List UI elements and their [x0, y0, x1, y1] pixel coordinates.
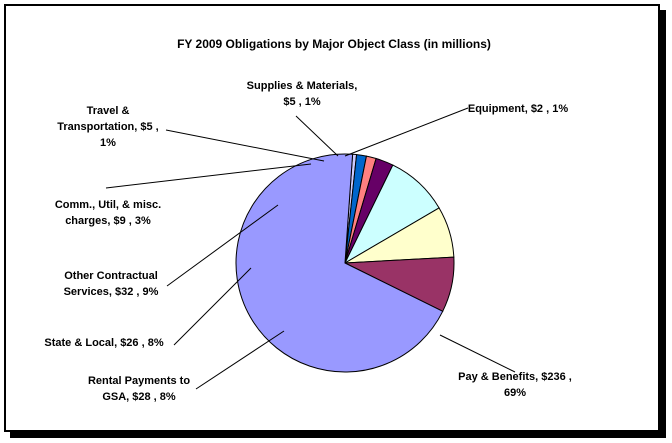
data-label-line: Equipment, $2 , 1% — [468, 103, 568, 115]
data-label-line: $5 , 1% — [283, 96, 321, 108]
leader-line-equipment — [344, 107, 469, 157]
chart-frame: FY 2009 Obligations by Major Object Clas… — [4, 4, 660, 432]
chart-title: FY 2009 Obligations by Major Object Clas… — [177, 37, 491, 51]
leader-line-other-contractual-services — [166, 204, 279, 287]
data-label-line: Services, $32 , 9% — [64, 286, 159, 298]
data-label-line: Pay & Benefits, $236 , — [458, 371, 572, 383]
data-label-comm-util-misc-charges: Comm., Util, & misc. charges, $9 , 3% — [55, 199, 161, 227]
data-label-rental-payments-to-gsa: Rental Payments to GSA, $28 , 8% — [88, 375, 190, 403]
pie-slice-pay-benefits — [235, 153, 444, 373]
data-label-line: GSA, $28 , 8% — [102, 391, 176, 403]
data-label-line: Comm., Util, & misc. — [55, 199, 161, 211]
leader-line-comm-util-misc-charges — [105, 163, 312, 189]
leader-line-rental-payments-to-gsa — [195, 330, 285, 390]
data-label-line: Transportation, $5 , — [57, 121, 158, 133]
data-label-line: Travel & — [87, 105, 130, 117]
pie-chart: FY 2009 Obligations by Major Object Clas… — [44, 37, 571, 403]
data-label-travel-transportation: Travel & Transportation, $5 , 1% — [57, 105, 158, 149]
data-label-line: Rental Payments to — [88, 375, 190, 387]
leader-line-state-local — [173, 267, 252, 346]
data-label-line: Supplies & Materials, — [247, 80, 358, 92]
leader-line-supplies-materials — [295, 115, 339, 157]
data-labels: Pay & Benefits, $236 , 69% Rental Payments… — [44, 80, 571, 403]
data-label-line: State & Local, $26 , 8% — [44, 337, 163, 349]
data-label-line: Other Contractual — [64, 270, 158, 282]
data-label-equipment: Equipment, $2 , 1% — [468, 103, 568, 115]
leader-line-pay-benefits — [439, 334, 516, 373]
data-label-state-local: State & Local, $26 , 8% — [44, 337, 163, 349]
data-label-line: 1% — [100, 137, 116, 149]
data-label-line: 69% — [504, 387, 526, 399]
data-label-pay-benefits: Pay & Benefits, $236 , 69% — [458, 371, 572, 399]
data-label-supplies-materials: Supplies & Materials, $5 , 1% — [247, 80, 358, 108]
pie-slices — [235, 153, 455, 373]
leader-lines — [105, 107, 516, 390]
leader-line-travel-transportation — [165, 129, 325, 162]
data-label-other-contractual-services: Other Contractual Services, $32 , 9% — [64, 270, 159, 298]
data-label-line: charges, $9 , 3% — [65, 215, 151, 227]
